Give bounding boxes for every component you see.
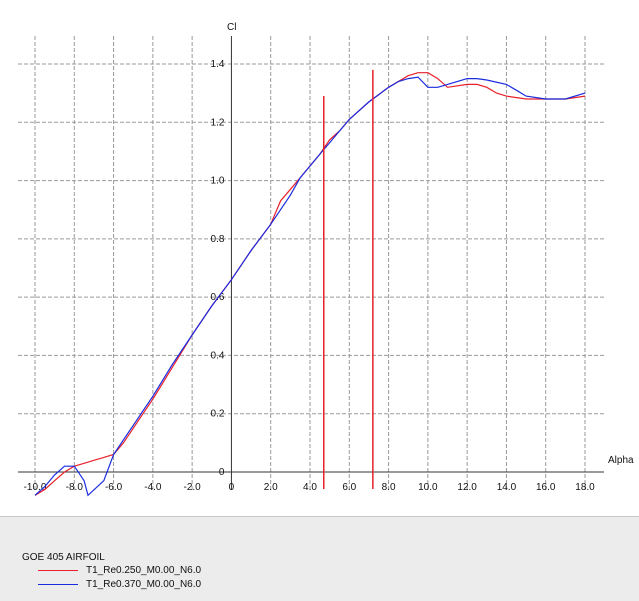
x-tick-label: -8.0 — [66, 482, 84, 493]
x-axis-label: Alpha — [608, 455, 634, 466]
x-tick-label: -6.0 — [105, 482, 123, 493]
x-tick-label: 12.0 — [457, 482, 477, 493]
chart-area: -10.0 -8.0 -6.0 -4.0 -2.0 0 2.0 4.0 6.0 8.0 10.0 12… — [18, 22, 634, 497]
x-tick-label: 2.0 — [264, 482, 278, 493]
x-tick-label: 8.0 — [382, 482, 396, 493]
x-tick-label: 0 — [229, 482, 235, 493]
x-tick-label: -2.0 — [184, 482, 202, 493]
y-tick-label: 1.2 — [211, 117, 225, 128]
x-tick-label: 4.0 — [303, 482, 317, 493]
legend-swatch — [38, 570, 78, 571]
x-tick-label: 6.0 — [342, 482, 356, 493]
x-tick-label: -4.0 — [144, 482, 162, 493]
x-tick-label: 16.0 — [536, 482, 556, 493]
y-tick-label: 1.0 — [211, 176, 225, 187]
series-line-1 — [34, 76, 586, 497]
x-tick-label: -10.0 — [24, 482, 47, 493]
y-tick-label: 0.4 — [211, 350, 225, 361]
y-tick-label: 0.2 — [211, 409, 225, 420]
polar-chart: -10.0 -8.0 -6.0 -4.0 -2.0 0 2.0 4.0 6.0 8.0 10.0 12… — [18, 22, 634, 497]
y-tick-label: 0 — [219, 467, 225, 478]
y-axis-label: Cl — [227, 22, 236, 33]
legend-panel: GOE 405 AIRFOIL T1_Re0.250_M0.00_N6.0 T1… — [0, 516, 639, 601]
legend-label: T1_Re0.250_M0.00_N6.0 — [86, 565, 202, 576]
x-tick-label: 14.0 — [497, 482, 517, 493]
legend-title: GOE 405 AIRFOIL — [22, 552, 105, 563]
y-tick-label: 0.8 — [211, 234, 225, 245]
x-tick-label: 10.0 — [418, 482, 438, 493]
x-tick-label: 18.0 — [575, 482, 595, 493]
legend-label: T1_Re0.370_M0.00_N6.0 — [86, 579, 202, 590]
y-tick-label: 1.4 — [211, 59, 225, 70]
legend-swatch — [38, 584, 78, 585]
